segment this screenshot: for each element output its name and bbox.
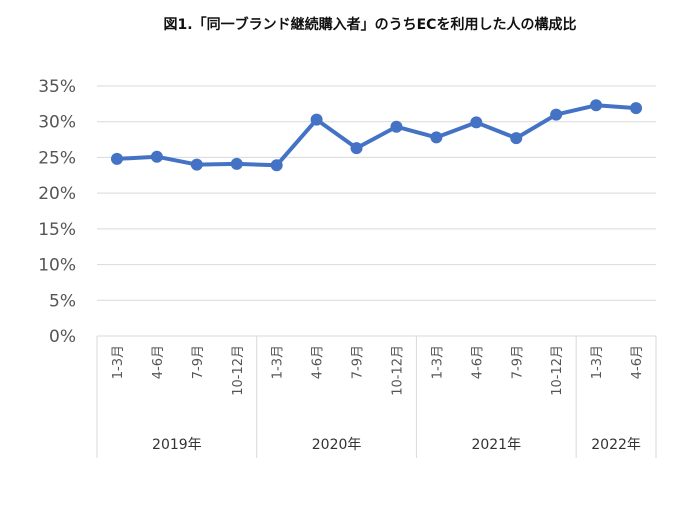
y-axis-ticks: 0% 5% 10% 15% 20% 25% 30% 35% bbox=[38, 77, 76, 347]
year-group-label: 2020年 bbox=[312, 437, 362, 453]
data-point bbox=[230, 157, 243, 170]
series-line bbox=[110, 99, 643, 172]
y-tick-label: 5% bbox=[49, 291, 76, 311]
y-tick-label: 15% bbox=[38, 220, 76, 240]
y-tick-label: 25% bbox=[38, 148, 76, 168]
data-point bbox=[630, 102, 643, 115]
series-polyline bbox=[114, 103, 639, 168]
y-tick-label: 10% bbox=[38, 256, 76, 276]
year-group-label: 2022年 bbox=[591, 437, 641, 453]
data-point bbox=[110, 152, 123, 165]
year-group-label: 2021年 bbox=[471, 437, 521, 453]
data-point bbox=[350, 142, 363, 155]
y-tick-label: 30% bbox=[38, 113, 76, 133]
x-tick-label: 7-9月 bbox=[351, 345, 366, 379]
x-tick-label: 10-12月 bbox=[231, 345, 246, 396]
chart-title: 図1.「同一ブランド継続購入者」のうちECを利用した人の構成比 bbox=[164, 16, 577, 33]
x-axis-ticks: 1-3月 4-6月 7-9月 10-12月 1-3月 4-6月 7-9月 10-12月 1-3月… bbox=[111, 345, 645, 396]
data-point bbox=[390, 120, 403, 133]
x-tick-label: 1-3月 bbox=[590, 345, 605, 379]
gridlines bbox=[97, 85, 656, 337]
data-point bbox=[430, 131, 443, 144]
y-tick-label: 20% bbox=[38, 184, 76, 204]
x-tick-label: 1-3月 bbox=[111, 345, 126, 379]
x-tick-label: 10-12月 bbox=[390, 345, 405, 396]
y-tick-label: 0% bbox=[49, 327, 76, 347]
year-groups: 2019年 2020年 2021年 2022年 bbox=[96, 336, 657, 458]
year-group-label: 2019年 bbox=[152, 437, 202, 453]
data-point bbox=[590, 99, 603, 112]
x-tick-label: 4-6月 bbox=[630, 345, 645, 379]
x-tick-label: 10-12月 bbox=[550, 345, 565, 396]
data-point bbox=[150, 150, 163, 163]
data-point bbox=[190, 158, 203, 171]
data-point bbox=[550, 108, 563, 121]
x-tick-label: 7-9月 bbox=[510, 345, 525, 379]
x-tick-label: 4-6月 bbox=[151, 345, 166, 379]
x-tick-label: 1-3月 bbox=[271, 345, 286, 379]
x-tick-label: 4-6月 bbox=[311, 345, 326, 379]
y-tick-label: 35% bbox=[38, 77, 76, 97]
data-point bbox=[270, 159, 283, 172]
x-tick-label: 4-6月 bbox=[470, 345, 485, 379]
data-point bbox=[310, 113, 323, 126]
x-tick-label: 1-3月 bbox=[430, 345, 445, 379]
data-point bbox=[470, 116, 483, 129]
x-tick-label: 7-9月 bbox=[191, 345, 206, 379]
data-point bbox=[510, 132, 523, 145]
